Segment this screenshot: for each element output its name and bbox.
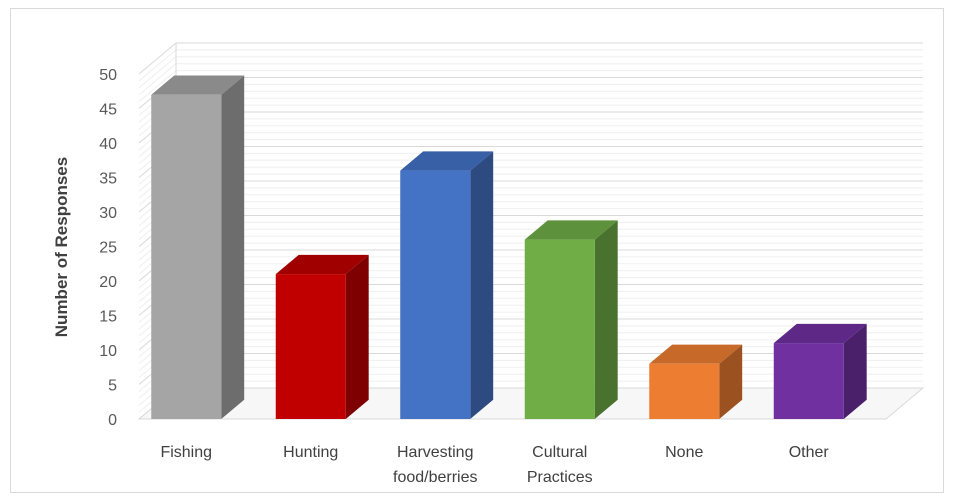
- bar-side: [594, 220, 618, 419]
- bar-front: [524, 239, 595, 419]
- bar-front: [151, 94, 222, 419]
- bar: [400, 151, 494, 419]
- bar-top: [649, 344, 743, 364]
- y-tick-label: 30: [99, 205, 117, 222]
- bar-front: [275, 274, 346, 419]
- side-gridline: [138, 42, 177, 75]
- bar: [524, 220, 618, 419]
- x-tick-label: None: [665, 444, 703, 461]
- x-tick-label: Harvesting food/berries: [393, 444, 478, 486]
- bar-chart: 0 5 10 15 20 25 30 35 40 45 50 Fishing Hunting Harve…: [52, 42, 925, 486]
- side-gridline: [138, 63, 177, 96]
- x-tick-label: Other: [789, 444, 830, 461]
- x-axis-labels: Fishing Hunting Harvesting food/berries Cult…: [160, 444, 829, 486]
- bar: [649, 344, 743, 419]
- y-tick-label: 25: [99, 240, 117, 257]
- bar-front: [649, 363, 720, 419]
- y-tick-label: 15: [99, 309, 117, 326]
- bar-top: [151, 75, 245, 95]
- y-tick-label: 20: [99, 274, 117, 291]
- x-tick-label: Hunting: [283, 444, 338, 461]
- bar: [773, 323, 867, 419]
- chart-frame: 0 5 10 15 20 25 30 35 40 45 50 Fishing Hunting Harve…: [10, 8, 944, 493]
- y-tick-label: 10: [99, 343, 117, 360]
- y-tick-label: 50: [99, 67, 117, 84]
- side-gridline: [138, 70, 177, 102]
- y-tick-label: 35: [99, 171, 117, 188]
- y-tick-label: 40: [99, 136, 117, 153]
- x-tick-label: Fishing: [160, 444, 212, 461]
- y-tick-label: 45: [99, 102, 117, 119]
- bar-top: [524, 220, 618, 240]
- side-gridline: [138, 49, 177, 82]
- y-axis-ticks: 0 5 10 15 20 25 30 35 40 45 50: [99, 67, 117, 429]
- x-tick-label: Cultural Practices: [527, 444, 593, 486]
- bar-side: [719, 344, 743, 419]
- bar-top: [773, 323, 867, 344]
- bar-front: [400, 170, 471, 419]
- y-tick-label: 0: [108, 412, 117, 429]
- bar-top: [275, 254, 369, 275]
- bar-side: [221, 75, 245, 419]
- bar: [275, 254, 369, 419]
- y-tick-label: 5: [108, 378, 117, 395]
- bar-front: [773, 343, 844, 419]
- bar: [151, 75, 245, 419]
- y-axis-title: Number of Responses: [52, 157, 71, 337]
- bar-side: [843, 323, 867, 419]
- bar-side: [470, 151, 494, 419]
- bar-top: [400, 151, 494, 171]
- bars: [151, 75, 867, 419]
- bar-side: [345, 254, 369, 419]
- side-gridline: [138, 56, 177, 89]
